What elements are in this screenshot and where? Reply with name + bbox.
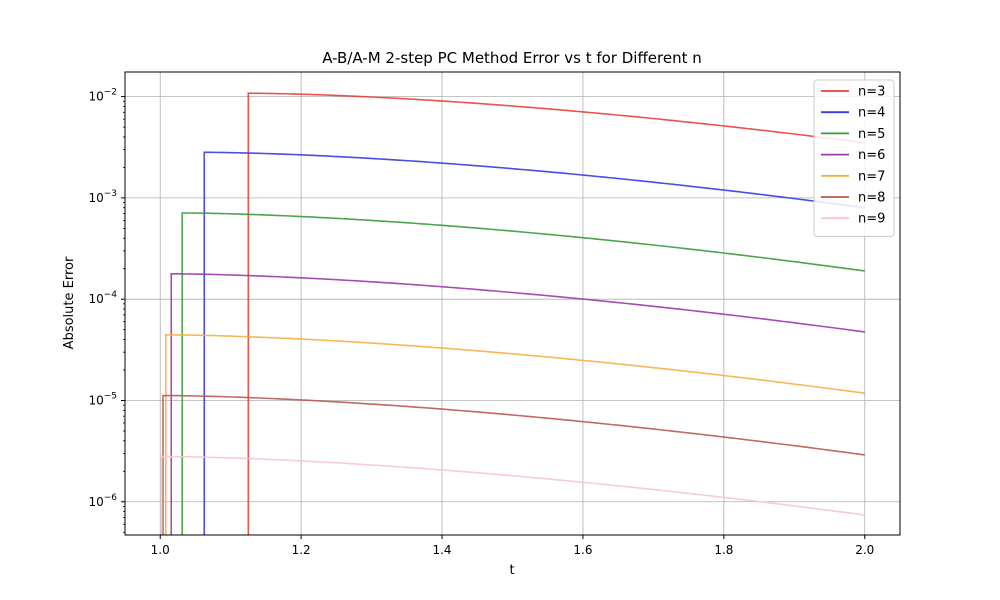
legend-label: n=8 [858, 191, 885, 206]
series-line-n-6 [170, 273, 865, 535]
legend: n=3 n=4 n=5 n=6 n=7 n=8 n=9 [813, 79, 895, 237]
x-tick-label: 1.0 [151, 543, 170, 557]
y-tick-label: 10−6 [88, 493, 117, 509]
legend-label: n=3 [858, 85, 885, 100]
series-line-n-5 [181, 212, 865, 535]
y-tick-label: 10−5 [88, 391, 117, 407]
y-tick-label: 10−2 [88, 88, 117, 104]
x-tick-label: 1.6 [573, 543, 592, 557]
series-line-n-7 [164, 334, 865, 535]
y-ticks: 10−6 10−5 10−4 10−3 10−2 [88, 88, 125, 533]
legend-label: n=9 [858, 212, 885, 227]
chart-title: A-B/A-M 2-step PC Method Error vs t for … [322, 49, 702, 67]
grid [125, 72, 900, 535]
x-tick-label: 2.0 [855, 543, 874, 557]
x-tick-label: 1.8 [714, 543, 733, 557]
x-ticks: 1.0 1.2 1.4 1.6 1.8 2.0 [151, 535, 874, 557]
series-line-n-3 [247, 92, 865, 535]
legend-label: n=7 [858, 169, 885, 184]
series-lines [160, 92, 865, 535]
y-tick-label: 10−4 [88, 290, 117, 306]
x-tick-label: 1.2 [292, 543, 311, 557]
series-line-n-8 [162, 394, 865, 535]
plot-area: 1.0 1.2 1.4 1.6 1.8 2.0 10−6 10−5 10−4 10−3 10−2 n=… [88, 71, 901, 557]
x-tick-label: 1.4 [432, 543, 451, 557]
legend-label: n=4 [858, 106, 885, 121]
y-tick-label: 10−3 [88, 189, 117, 205]
series-line-n-4 [203, 151, 865, 535]
legend-label: n=5 [858, 127, 885, 142]
y-axis-label: Absolute Error [62, 256, 77, 349]
legend-label: n=6 [858, 148, 885, 163]
x-axis-label: t [509, 563, 514, 578]
series-line-n-9 [160, 455, 865, 535]
